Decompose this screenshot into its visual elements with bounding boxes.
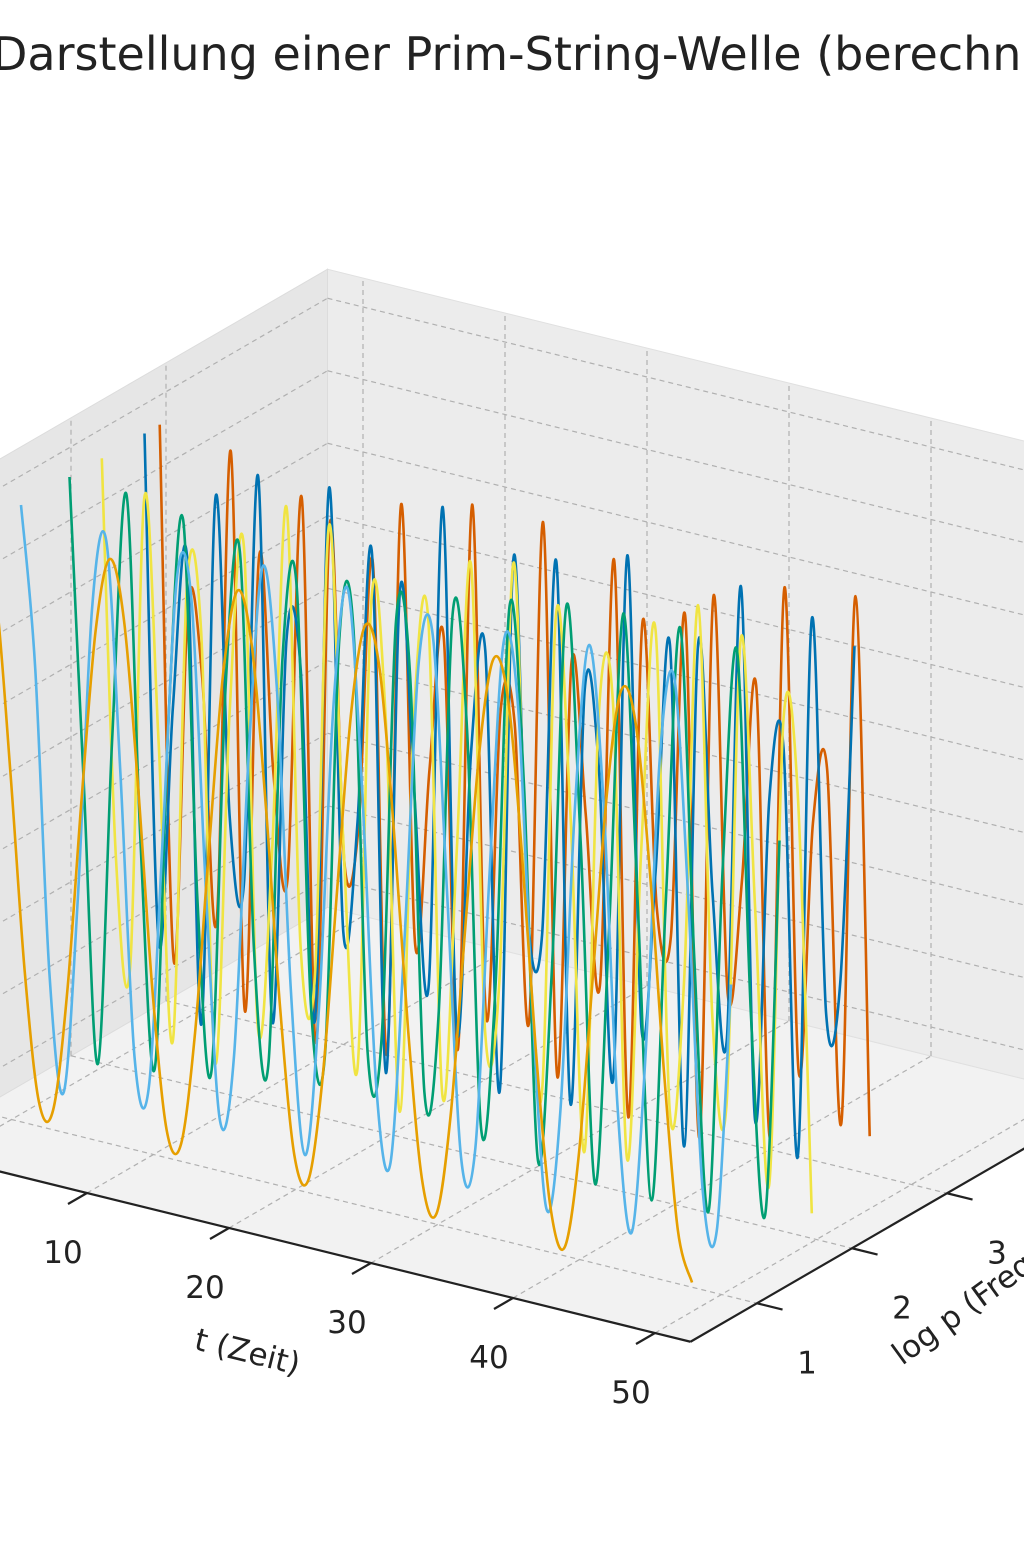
x-tick (635, 1332, 656, 1345)
wave-line (68, 476, 781, 1220)
y-axis-label: log p (Frequenz) (886, 1195, 1024, 1372)
y-tick (946, 1192, 973, 1201)
x-axis-line (0, 1170, 691, 1343)
grid-line (327, 660, 1024, 834)
grid-line (327, 515, 1024, 689)
x-tick-label: 30 (327, 1305, 366, 1341)
grid-line (327, 370, 1024, 544)
grid-line (165, 1000, 948, 1194)
grid-line (70, 1055, 853, 1249)
grid-line (327, 297, 1024, 471)
grid-line (0, 1116, 758, 1304)
x-tick-label: 40 (469, 1340, 508, 1376)
x-tick (493, 1297, 514, 1310)
x-tick-label: 10 (43, 1235, 82, 1271)
y-tick-label: 2 (892, 1290, 912, 1326)
y-axis-line (689, 1147, 1024, 1343)
y-tick-label: 1 (797, 1345, 817, 1381)
wave-line (0, 557, 694, 1283)
x-tick (67, 1192, 88, 1205)
x-tick-label: 20 (185, 1270, 224, 1306)
x-tick-label: 50 (611, 1375, 650, 1411)
side-pane (0, 268, 328, 1098)
grid-line (327, 732, 1024, 906)
grid-line (327, 805, 1024, 979)
y-tick (756, 1302, 783, 1311)
x-tick (209, 1227, 230, 1240)
x-axis-label: t (Zeit) (191, 1322, 304, 1383)
wave-line (100, 458, 814, 1214)
wave-line (19, 504, 733, 1249)
chart-title: Darstellung einer Prim-String-Welle (ber… (0, 27, 1024, 81)
grid-line (327, 442, 1024, 616)
grid-line (327, 877, 1024, 1051)
x-tick (351, 1262, 372, 1275)
y-tick-label: 3 (987, 1235, 1007, 1271)
grid-line (327, 587, 1024, 761)
y-tick (851, 1247, 878, 1256)
